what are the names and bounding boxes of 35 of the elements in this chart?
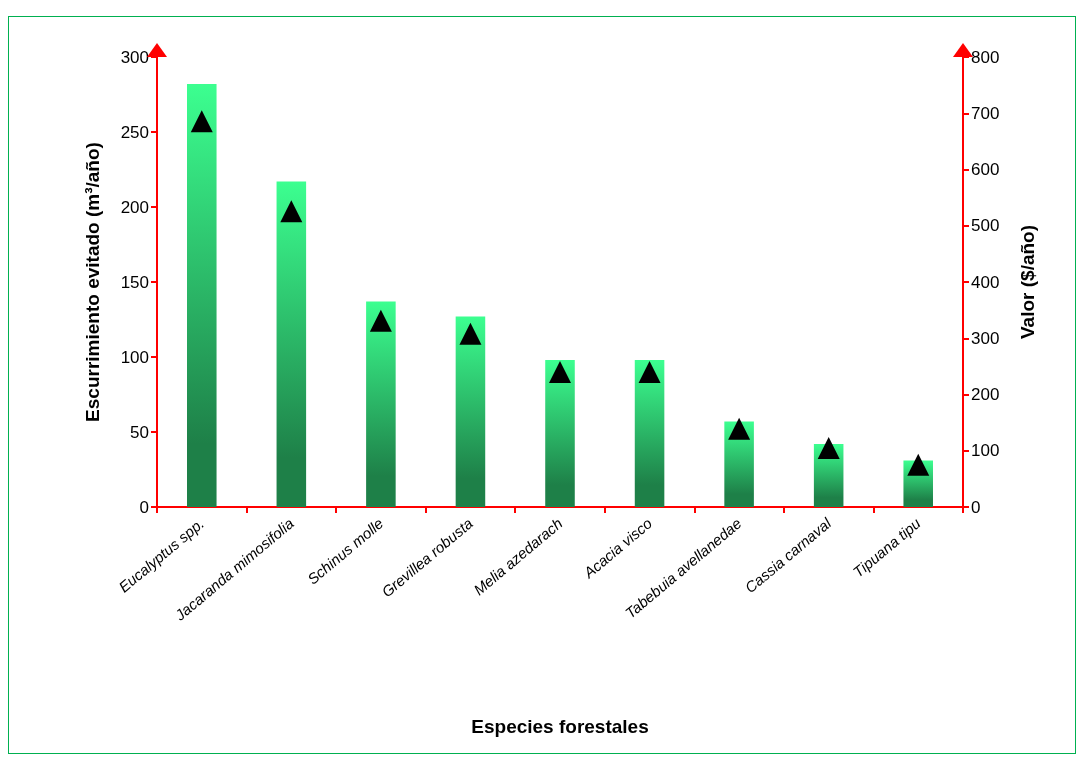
x-axis-title: Especies forestales	[471, 716, 649, 737]
y-tick-label: 300	[120, 47, 149, 67]
bar	[724, 421, 754, 507]
y-tick-label: 200	[120, 197, 149, 217]
y-tick-label: 0	[139, 497, 149, 517]
y2-tick-label: 600	[971, 160, 1000, 179]
y-tick-label: 250	[120, 122, 149, 142]
point	[280, 200, 303, 223]
bar	[366, 301, 396, 507]
bar	[276, 181, 307, 507]
y2-tick-label: 800	[971, 47, 1000, 67]
point	[638, 361, 661, 383]
y2-tick-label: 300	[971, 328, 1000, 348]
y-axis-title: Escurrimiento evitado (m³/año)	[82, 142, 103, 422]
bar	[455, 316, 486, 507]
bar	[545, 360, 575, 507]
y2-tick-label: 400	[971, 272, 1000, 292]
point	[728, 417, 751, 440]
y2-tick-label: 100	[971, 441, 1000, 461]
y2-tick-label: 200	[971, 385, 1000, 404]
y2-tick-label: 500	[971, 216, 1000, 236]
point	[907, 453, 930, 476]
y-tick-label: 100	[120, 347, 149, 367]
point	[549, 361, 571, 383]
y-tick-label: 50	[130, 422, 149, 442]
y2-axis-title: Valor ($/año)	[1017, 224, 1038, 340]
bar	[187, 84, 217, 507]
point	[459, 322, 482, 345]
point	[190, 110, 213, 133]
y-tick-label: 150	[120, 272, 149, 292]
y2-tick-label: 700	[971, 103, 1000, 123]
bar	[634, 360, 665, 507]
y2-tick-label: 0	[971, 497, 981, 517]
point	[369, 309, 392, 332]
point	[817, 436, 840, 459]
